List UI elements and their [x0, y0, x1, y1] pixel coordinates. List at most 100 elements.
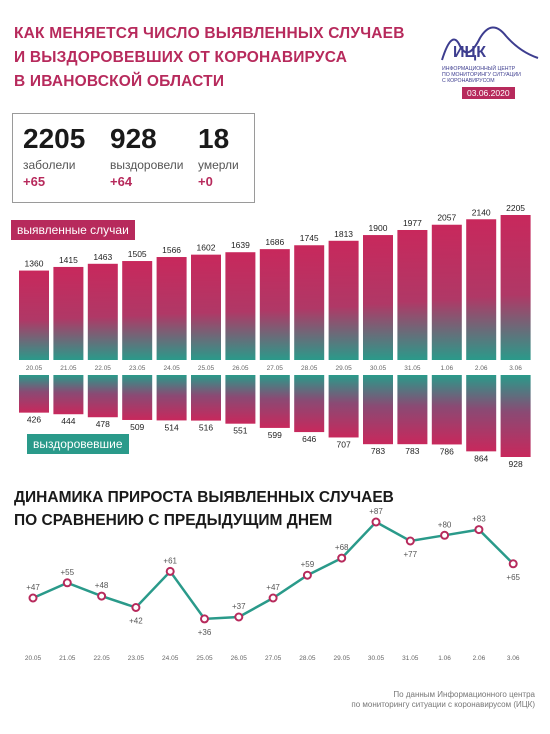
dynamics-point [97, 591, 107, 601]
dynamics-point [165, 566, 175, 576]
confirmed-bar [500, 215, 531, 360]
dynamics-value-label: +48 [95, 581, 109, 590]
dynamics-point [302, 570, 312, 580]
confirmed-total: 2205 [23, 123, 86, 154]
date-tick-label: 24.05 [163, 365, 180, 372]
recovered-bar [466, 375, 497, 452]
confirmed-bar [363, 235, 393, 360]
date-tick-label: 2.06 [475, 365, 488, 372]
dynamics-date-tick: 2.06 [473, 655, 486, 662]
date-tick-label: 28.05 [301, 365, 318, 372]
confirmed-value-label: 2205 [506, 203, 525, 213]
date-tick-label: 20.05 [26, 365, 43, 372]
dynamics-value-label: +87 [369, 507, 383, 516]
dynamics-value-label: +42 [129, 617, 143, 626]
dynamics-value-label: +68 [335, 543, 349, 552]
dynamics-date-tick: 28.05 [299, 655, 316, 662]
date-tick-label: 1.06 [440, 365, 453, 372]
dynamics-value-label: +83 [472, 515, 486, 524]
recovered-value-label: 928 [509, 459, 523, 469]
confirmed-bar [19, 270, 49, 360]
dynamics-value-label: +47 [26, 583, 40, 592]
date-tick-label: 3.06 [509, 365, 522, 372]
recovered-value-label: 444 [61, 416, 75, 426]
dynamics-point [234, 612, 244, 622]
dynamics-date-tick: 31.05 [402, 655, 419, 662]
dynamics-point [28, 593, 38, 603]
confirmed-value-label: 1602 [197, 243, 216, 253]
dynamics-date-tick: 22.05 [93, 655, 110, 662]
recovered-bar [87, 375, 118, 418]
dynamics-date-tick: 21.05 [59, 655, 76, 662]
dynamics-value-label: +47 [266, 583, 280, 592]
recovered-value-label: 646 [302, 434, 316, 444]
confirmed-value-label: 1686 [265, 237, 284, 247]
recovered-bar [328, 375, 359, 438]
recovered-bar [431, 375, 462, 445]
confirmed-bar [397, 229, 428, 360]
dynamics-title: Динамика прироста выявленных случаев по … [14, 489, 394, 529]
confirmed-value-label: 1566 [162, 245, 181, 255]
dynamics-date-tick: 24.05 [162, 655, 179, 662]
recovered-bar [19, 375, 49, 413]
dynamics-point [508, 559, 518, 569]
dynamics-date-tick: 3.06 [507, 655, 520, 662]
recovered-value-label: 426 [27, 415, 41, 425]
recovered-value-label: 516 [199, 423, 213, 433]
dynamics-date-tick: 20.05 [25, 655, 42, 662]
confirmed-value-label: 1745 [300, 233, 319, 243]
recovered-value-label: 599 [268, 430, 282, 440]
confirmed-bar [122, 261, 153, 360]
dynamics-point [440, 530, 450, 540]
recovered-tag: выздоровевшие [27, 434, 129, 454]
recovered-value-label: 786 [440, 446, 454, 456]
dynamics-point [337, 553, 347, 563]
confirmed-value-label: 2140 [472, 207, 491, 217]
date-tick-label: 23.05 [129, 365, 146, 372]
dynamics-value-label: +55 [61, 568, 75, 577]
confirmed-value-label: 1900 [369, 223, 388, 233]
dynamics-value-label: +80 [438, 520, 452, 529]
recovered-bar [225, 375, 256, 424]
date-tick-label: 25.05 [198, 365, 215, 372]
dynamics-point [474, 525, 484, 535]
recovered-bar [122, 375, 153, 420]
dynamics-date-tick: 1.06 [438, 655, 451, 662]
dynamics-value-label: +37 [232, 602, 246, 611]
recovered-value-label: 509 [130, 422, 144, 432]
stat-deaths: 18 умерли +0 [198, 124, 239, 190]
recovered-value-label: 707 [337, 439, 351, 449]
date-tick-label: 21.05 [60, 365, 77, 372]
stat-confirmed: 2205 заболели +65 [23, 123, 86, 190]
confirmed-bar [466, 219, 497, 360]
dynamics-point [268, 593, 278, 603]
recovered-value-label: 783 [405, 446, 419, 456]
dynamics-date-tick: 23.05 [128, 655, 145, 662]
dynamics-point [131, 603, 141, 612]
deaths-delta: +0 [198, 174, 213, 189]
recovered-delta: +64 [110, 174, 133, 189]
confirmed-bar [87, 263, 118, 360]
dynamics-date-tick: 25.05 [196, 655, 213, 662]
recovered-value-label: 864 [474, 453, 488, 463]
confirmed-value-label: 1813 [334, 229, 353, 239]
recovered-value-label: 514 [165, 422, 179, 432]
report-date: 03.06.2020 [462, 87, 515, 99]
recovered-value-label: 783 [371, 446, 385, 456]
recovered-bar [259, 375, 290, 428]
confirmed-bar [328, 240, 359, 360]
page-title: Как меняется число выявленных случаев и … [14, 25, 405, 90]
confirmed-value-label: 1360 [25, 259, 44, 269]
dynamics-point [371, 517, 381, 527]
wave-logo-icon [441, 26, 539, 61]
dynamics-value-label: +77 [404, 550, 418, 559]
recovered-value-label: 478 [96, 419, 110, 429]
confirmed-value-label: 1977 [403, 218, 422, 228]
logo-subtitle: ИНФОРМАЦИОННЫЙ ЦЕНТР ПО МОНИТОРИНГУ СИТУ… [442, 66, 521, 84]
dynamics-point [62, 578, 72, 588]
dynamics-date-tick: 27.05 [265, 655, 282, 662]
dynamics-date-tick: 29.05 [334, 655, 351, 662]
date-tick-label: 27.05 [267, 365, 284, 372]
recovered-bar [363, 375, 393, 445]
dynamics-value-label: +36 [198, 628, 212, 637]
